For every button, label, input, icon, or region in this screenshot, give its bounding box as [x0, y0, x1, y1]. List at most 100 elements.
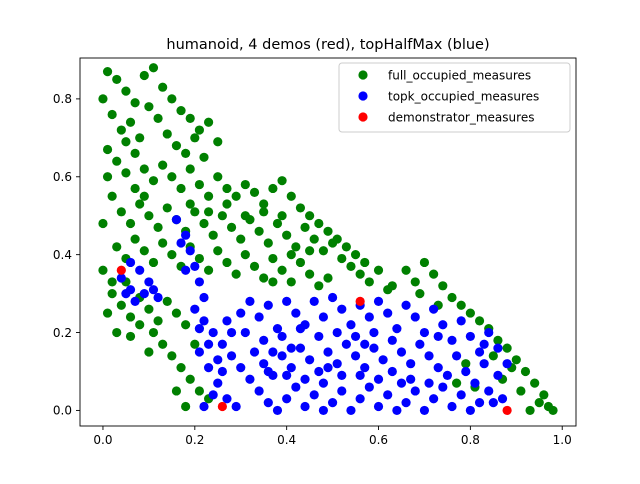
series-1-point [474, 347, 485, 357]
series-0-point [309, 234, 319, 244]
series-1-point [456, 390, 466, 400]
series-0-point [125, 218, 136, 229]
series-1-point [295, 343, 306, 353]
series-2-point [502, 405, 512, 416]
series-1-point [479, 359, 489, 369]
series-1-point [194, 277, 205, 287]
series-0-point [116, 125, 126, 135]
series-0-point [525, 405, 535, 416]
series-1-point [383, 308, 393, 318]
series-0-point [213, 172, 223, 182]
series-1-point [341, 339, 351, 349]
series-0-point [98, 94, 108, 104]
series-1-point [176, 238, 186, 248]
series-0-point [222, 199, 232, 209]
series-0-point [438, 281, 448, 291]
series-1-point [406, 359, 416, 369]
series-0-point [139, 246, 149, 256]
series-0-point [190, 339, 200, 349]
series-0-point [121, 168, 131, 178]
series-0-point [401, 265, 411, 275]
series-1-point [135, 265, 145, 275]
series-0-point [194, 386, 205, 396]
series-2-point [217, 401, 227, 412]
series-1-point [387, 335, 397, 345]
series-0-point [511, 355, 521, 365]
series-1-point [309, 390, 319, 400]
series-0-point [231, 269, 241, 279]
series-0-point [502, 343, 512, 353]
series-1-point [190, 304, 200, 314]
series-1-point [240, 327, 250, 338]
series-1-point [415, 339, 425, 349]
series-1-point [199, 401, 209, 412]
series-1 [116, 215, 512, 416]
series-1-point [419, 327, 430, 338]
series-0-point [98, 218, 108, 229]
series-0-point [130, 183, 140, 194]
series-1-point [497, 394, 508, 404]
series-0-point [305, 269, 315, 279]
series-1-point [337, 386, 347, 396]
series-0-point [259, 207, 269, 217]
series-1-point [318, 378, 329, 388]
series-0-point [208, 230, 218, 240]
series-0-point [116, 300, 126, 310]
series-0-point [125, 117, 136, 127]
series-0-point [222, 183, 232, 194]
series-0-point [139, 191, 149, 201]
series-0-point [194, 125, 205, 135]
series-1-point [194, 324, 205, 334]
series-1-point [355, 394, 365, 404]
series-0-point [167, 351, 177, 361]
series-0-point [148, 63, 159, 73]
series-0-point [121, 137, 131, 147]
series-1-point [401, 300, 411, 310]
series-0-point [194, 179, 205, 190]
series-1-point [245, 296, 255, 306]
series-0-point [286, 191, 296, 201]
series-0-point [125, 331, 136, 342]
series-1-point [226, 327, 237, 338]
series-1-point [254, 312, 264, 322]
series-0-point [341, 242, 351, 252]
series-2 [116, 265, 512, 416]
series-1-point [208, 390, 218, 400]
series-0-point [240, 250, 250, 260]
series-1-point [332, 327, 342, 338]
series-1-point [222, 394, 232, 404]
series-0-point [135, 199, 145, 209]
series-1-point [314, 331, 324, 342]
series-1-point [337, 304, 347, 314]
series-0-point [350, 250, 361, 260]
series-0-point [190, 133, 200, 143]
x-tick-label: 0.8 [461, 433, 480, 447]
series-0-point [295, 203, 306, 213]
series-1-point [484, 386, 494, 396]
series-0-point [107, 289, 117, 299]
series-1-point [461, 366, 471, 377]
series-0-point [107, 109, 117, 120]
series-1-point [171, 215, 182, 225]
series-1-point [194, 347, 205, 357]
series-0-point [148, 327, 159, 338]
series-0-point [135, 320, 145, 330]
series-1-point [373, 296, 384, 306]
series-1-point [373, 374, 384, 384]
series-1-point [125, 257, 136, 268]
series-0-point [360, 257, 370, 268]
series-1-point [272, 324, 283, 334]
series-0-point [337, 253, 347, 264]
series-0-point [419, 257, 430, 268]
series-0-point [286, 250, 296, 260]
series-1-point [410, 312, 420, 322]
series-0-point [171, 141, 182, 151]
series-0-point [158, 238, 168, 248]
series-0-point [222, 257, 232, 268]
legend-marker [358, 91, 368, 101]
series-0-point [112, 74, 122, 85]
series-0-point [139, 70, 149, 81]
series-1-point [429, 304, 439, 314]
series-1-point [323, 362, 333, 373]
